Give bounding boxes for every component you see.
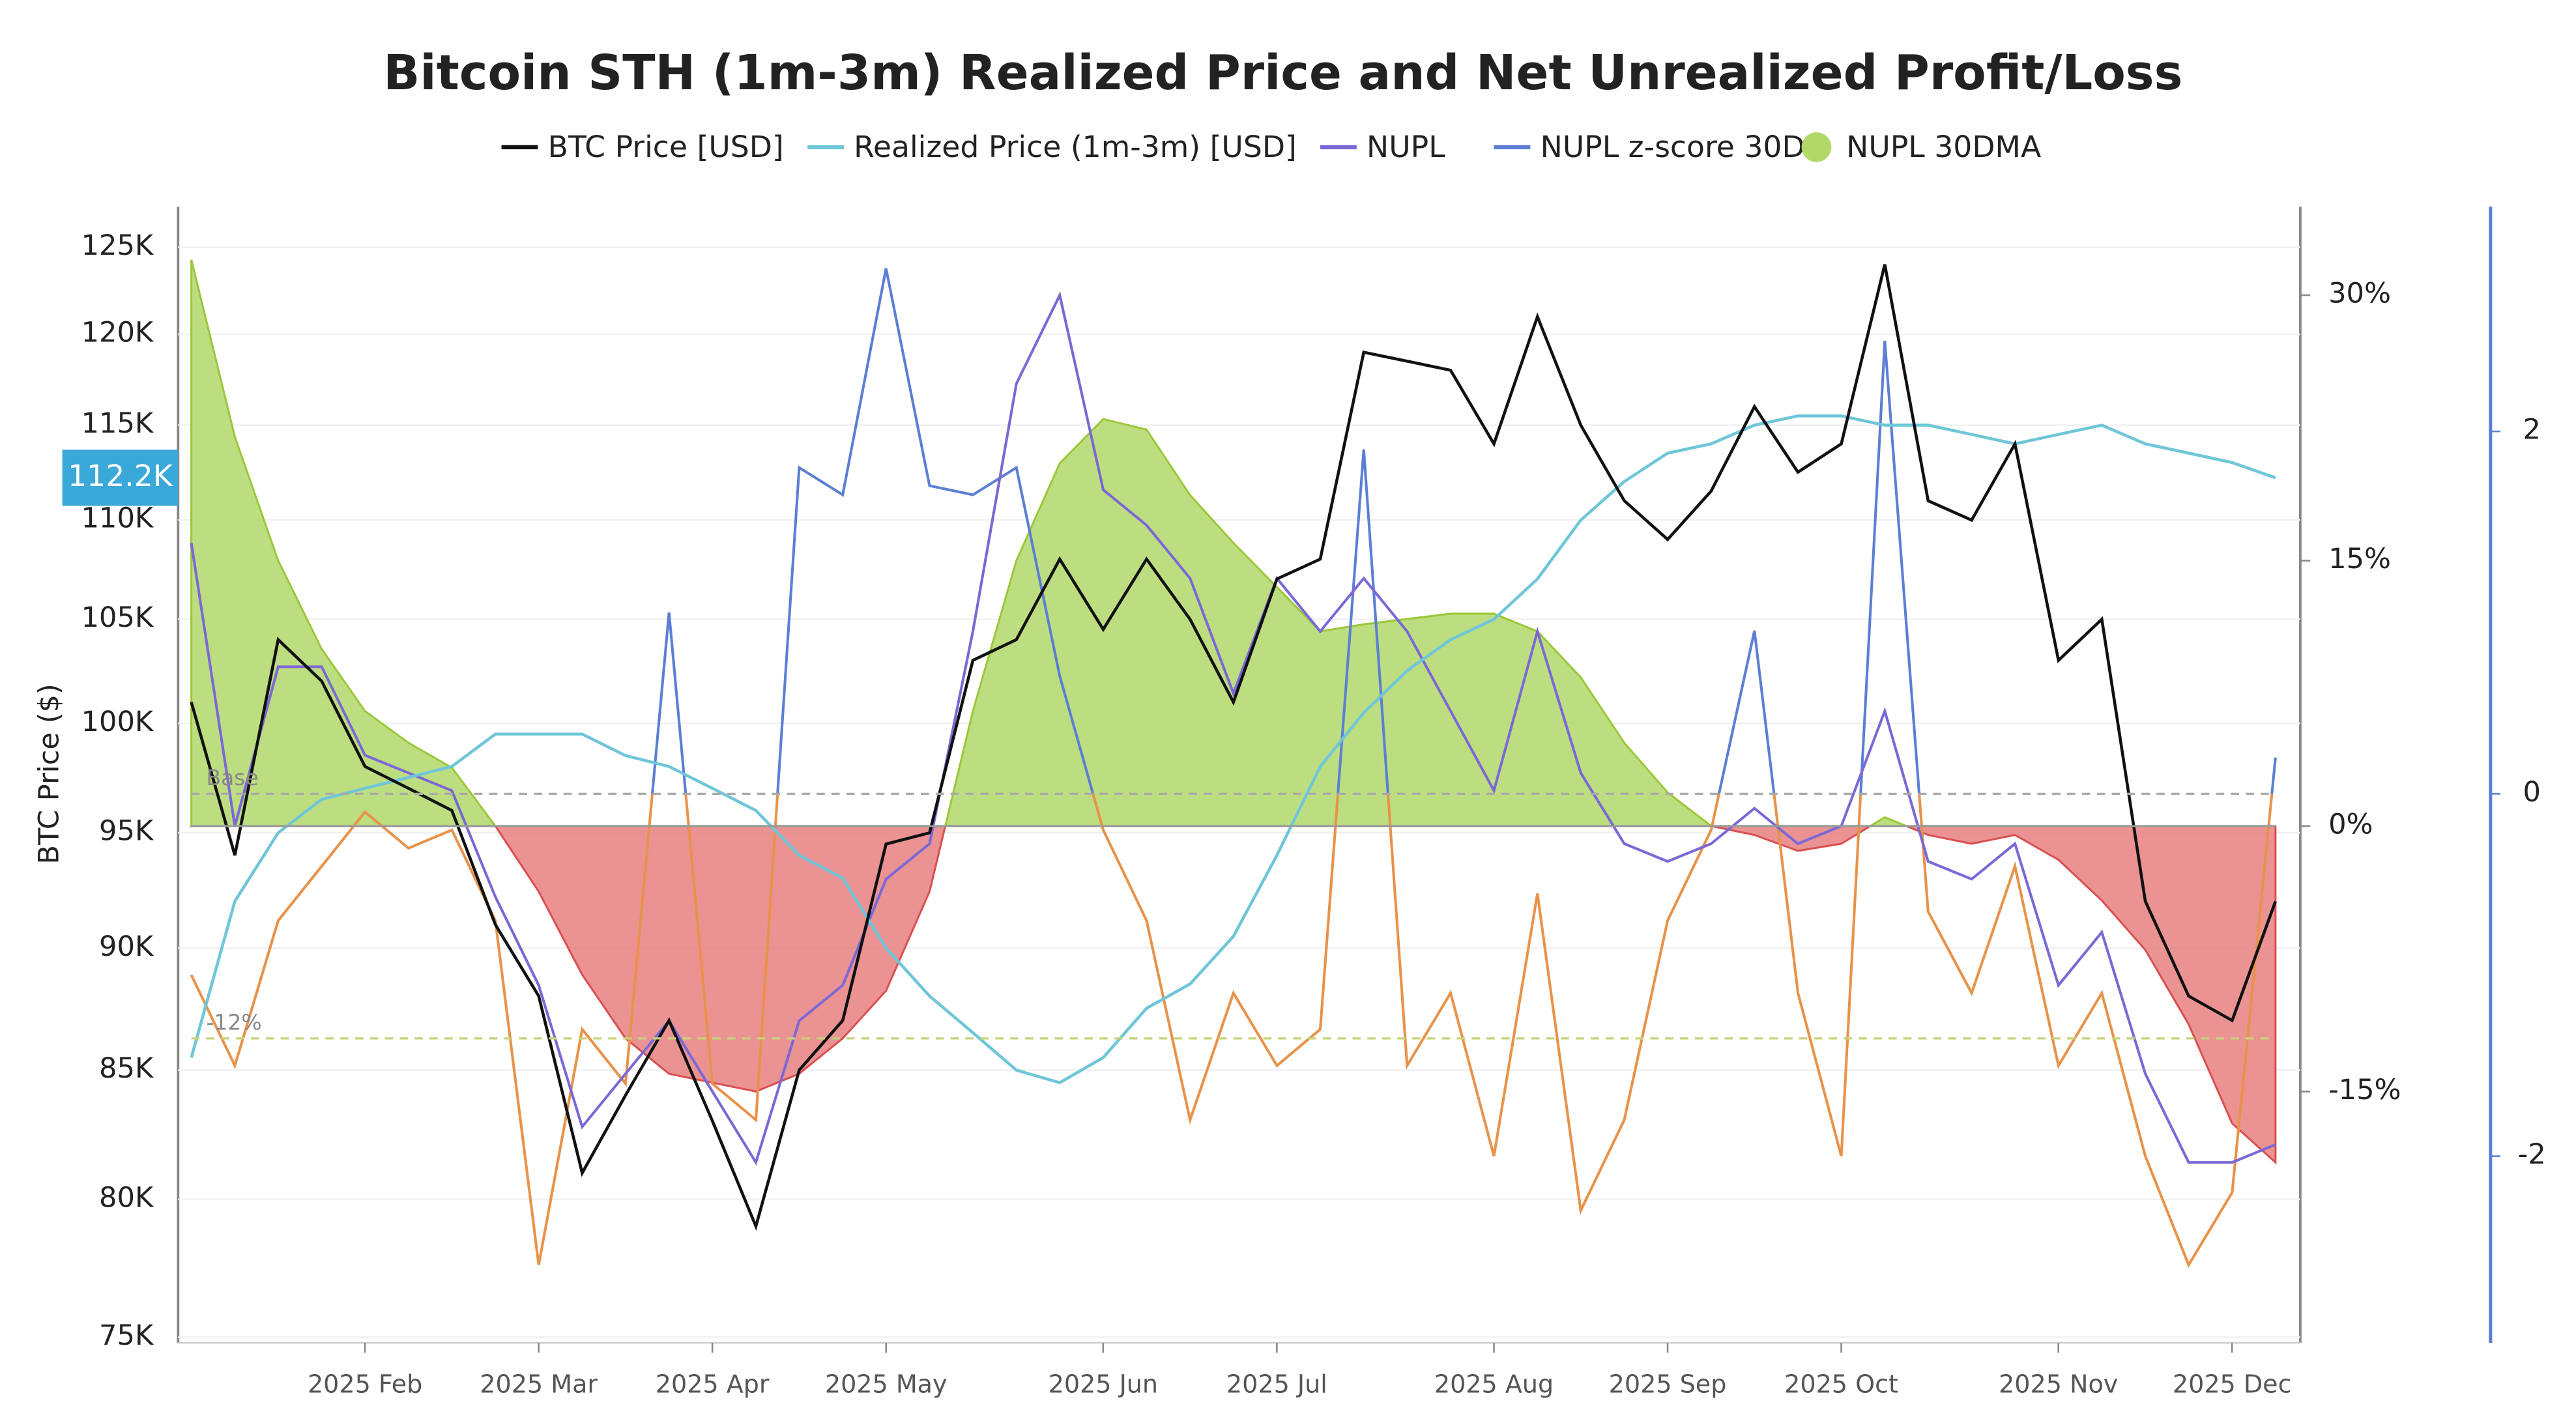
x-tick-label: 2025 Nov bbox=[1999, 1370, 2118, 1399]
x-tick-label: 2025 Jul bbox=[1226, 1370, 1327, 1399]
y-tick-label: 115K bbox=[81, 407, 154, 440]
reference-label: Base bbox=[206, 765, 258, 790]
x-tick-label: 2025 Oct bbox=[1784, 1370, 1898, 1399]
line bbox=[190, 291, 2276, 1166]
y3-tick-label: 2 bbox=[2523, 414, 2541, 446]
y-tick-label: 105K bbox=[81, 601, 154, 634]
y-tick-label: 120K bbox=[81, 317, 154, 349]
y3-tick-label: 0 bbox=[2523, 776, 2541, 809]
y2-tick-label: 0% bbox=[2328, 808, 2373, 840]
x-tick-label: 2025 Feb bbox=[308, 1370, 422, 1399]
x-tick-label: 2025 Aug bbox=[1434, 1370, 1554, 1399]
current-price-box bbox=[62, 450, 179, 506]
y-tick-label: 80K bbox=[99, 1181, 154, 1214]
x-tick-label: 2025 Mar bbox=[480, 1370, 598, 1399]
x-tick-label: 2025 Dec bbox=[2173, 1370, 2292, 1399]
y-tick-label: 100K bbox=[81, 706, 154, 738]
y-tick-label: 95K bbox=[99, 815, 154, 848]
y2-tick-label: 15% bbox=[2328, 543, 2391, 575]
x-tick-label: 2025 Sep bbox=[1609, 1370, 1727, 1399]
line bbox=[190, 264, 2278, 1231]
current-price-label: 112.2K bbox=[68, 459, 173, 493]
y-tick-label: 125K bbox=[81, 229, 154, 262]
line-negative bbox=[190, 794, 2274, 1268]
legend-swatch bbox=[1801, 132, 1832, 162]
x-tick-label: 2025 Apr bbox=[656, 1370, 770, 1399]
y-tick-label: 75K bbox=[99, 1319, 154, 1352]
legend-label: NUPL 30DMA bbox=[1846, 130, 2041, 164]
y-tick-label: 110K bbox=[81, 502, 154, 535]
legend-label: Realized Price (1m-3m) [USD] bbox=[854, 130, 1297, 164]
y-axis-label: BTC Price ($) bbox=[33, 683, 65, 864]
y2-tick-label: -15% bbox=[2328, 1074, 2401, 1106]
x-tick-label: 2025 Jun bbox=[1049, 1370, 1158, 1399]
line bbox=[190, 414, 2276, 1085]
y3-tick-label: -2 bbox=[2518, 1138, 2546, 1171]
y-tick-label: 85K bbox=[99, 1052, 154, 1085]
y2-tick-label: 30% bbox=[2328, 278, 2391, 310]
chart-title: Bitcoin STH (1m-3m) Realized Price and N… bbox=[383, 46, 2182, 101]
x-tick-label: 2025 May bbox=[825, 1370, 948, 1399]
legend-label: NUPL z-score 30D bbox=[1541, 130, 1805, 164]
area-positive bbox=[190, 259, 2277, 826]
y-tick-label: 90K bbox=[99, 930, 154, 963]
legend-label: BTC Price [USD] bbox=[548, 130, 784, 164]
reference-label: -12% bbox=[206, 1010, 261, 1035]
legend-label: NUPL bbox=[1367, 130, 1445, 164]
